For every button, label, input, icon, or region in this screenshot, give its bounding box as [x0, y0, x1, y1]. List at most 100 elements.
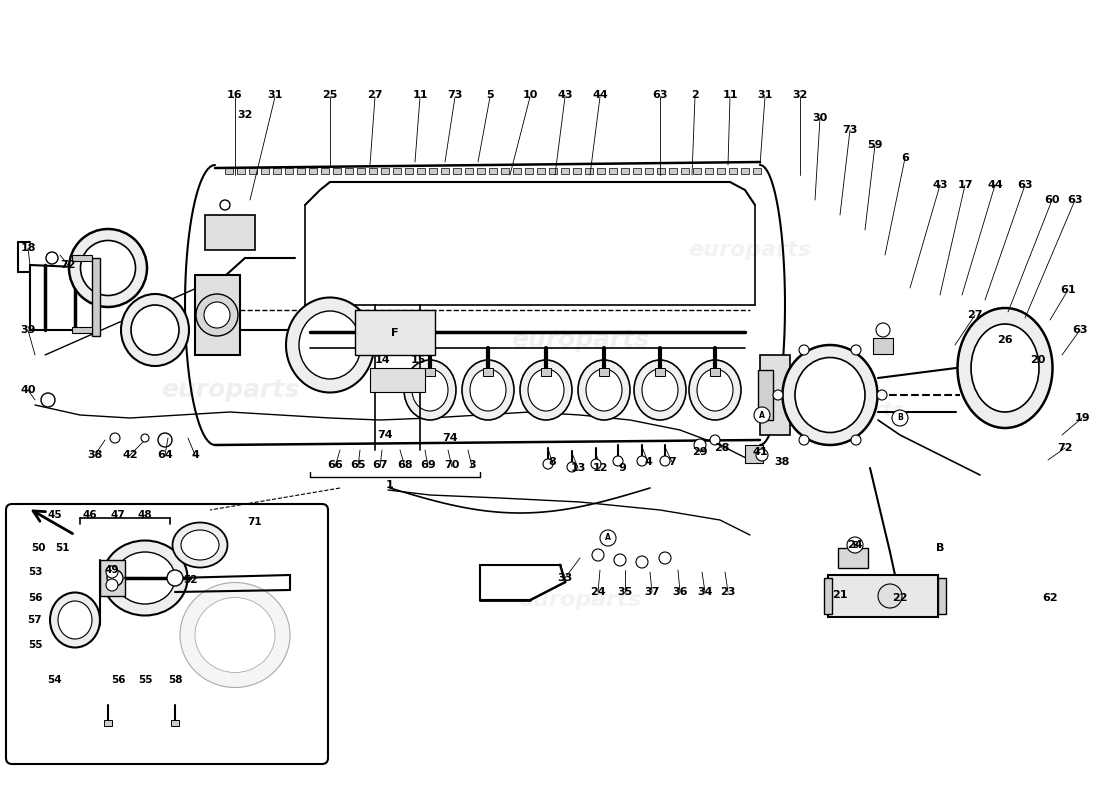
FancyBboxPatch shape [6, 504, 328, 764]
Circle shape [613, 456, 623, 466]
Bar [645, 168, 653, 174]
Text: B: B [852, 541, 858, 550]
Bar [600, 368, 609, 376]
Circle shape [799, 435, 808, 445]
Text: 50: 50 [31, 543, 45, 553]
Bar [345, 168, 353, 174]
Text: 46: 46 [82, 510, 97, 520]
Text: 54: 54 [47, 675, 63, 685]
Ellipse shape [957, 308, 1053, 428]
Circle shape [636, 556, 648, 568]
Bar [195, 275, 240, 355]
Bar [838, 548, 868, 568]
Bar [100, 560, 125, 596]
Text: 62: 62 [1042, 593, 1058, 603]
Circle shape [878, 584, 902, 608]
Bar [828, 575, 938, 617]
Circle shape [41, 393, 55, 407]
Bar [205, 215, 255, 250]
Bar [333, 168, 341, 174]
Ellipse shape [470, 369, 506, 411]
Circle shape [799, 345, 808, 355]
Text: B: B [898, 414, 903, 422]
Text: 44: 44 [592, 90, 608, 100]
Bar [669, 168, 676, 174]
Text: europarts: europarts [796, 401, 904, 419]
Circle shape [694, 439, 706, 451]
Bar [657, 168, 665, 174]
Text: 24: 24 [591, 587, 606, 597]
Bar [465, 168, 473, 174]
Ellipse shape [121, 294, 189, 366]
Text: 4: 4 [645, 457, 652, 467]
Bar [729, 168, 737, 174]
Bar [72, 255, 92, 261]
Circle shape [543, 459, 553, 469]
Circle shape [710, 435, 720, 445]
Text: 58: 58 [167, 675, 183, 685]
Bar [537, 168, 544, 174]
Ellipse shape [586, 369, 622, 411]
Bar [381, 168, 389, 174]
Text: A: A [605, 534, 610, 542]
Text: 29: 29 [692, 447, 707, 457]
Text: 68: 68 [397, 460, 412, 470]
Text: 72: 72 [60, 260, 76, 270]
Ellipse shape [412, 369, 448, 411]
Bar [417, 168, 425, 174]
Bar [321, 168, 329, 174]
Bar [368, 168, 377, 174]
Bar [393, 168, 402, 174]
Text: 48: 48 [138, 510, 152, 520]
Ellipse shape [299, 311, 361, 379]
Text: 56: 56 [28, 593, 42, 603]
Text: 28: 28 [714, 443, 729, 453]
Bar [226, 168, 233, 174]
Text: 71: 71 [248, 517, 262, 527]
Text: europarts: europarts [161, 378, 299, 402]
Ellipse shape [404, 360, 456, 420]
Circle shape [566, 462, 578, 472]
Text: europarts: europarts [510, 328, 649, 352]
Text: 72: 72 [1057, 443, 1072, 453]
Bar [824, 578, 832, 614]
Circle shape [141, 434, 149, 442]
Text: 47: 47 [111, 510, 125, 520]
Bar [72, 327, 92, 333]
Text: 40: 40 [20, 385, 35, 395]
Ellipse shape [528, 369, 564, 411]
Text: 64: 64 [157, 450, 173, 460]
Text: 59: 59 [867, 140, 882, 150]
Bar [92, 258, 100, 336]
Bar [236, 168, 245, 174]
Text: 13: 13 [570, 463, 585, 473]
Ellipse shape [689, 360, 741, 420]
Text: 23: 23 [720, 587, 736, 597]
Text: B: B [936, 543, 944, 553]
Text: 63: 63 [652, 90, 668, 100]
Text: europarts: europarts [689, 240, 812, 260]
Text: 24: 24 [847, 540, 862, 550]
Circle shape [46, 252, 58, 264]
Circle shape [106, 566, 118, 578]
Text: 69: 69 [420, 460, 436, 470]
Circle shape [851, 345, 861, 355]
Bar [513, 168, 521, 174]
Text: 67: 67 [372, 460, 388, 470]
Text: 74: 74 [442, 433, 458, 443]
Text: 43: 43 [558, 90, 573, 100]
Ellipse shape [286, 298, 374, 393]
Circle shape [106, 579, 118, 591]
Bar [453, 168, 461, 174]
Ellipse shape [80, 241, 135, 295]
Bar [525, 168, 533, 174]
Ellipse shape [204, 302, 230, 328]
Text: 31: 31 [267, 90, 283, 100]
Ellipse shape [173, 522, 228, 567]
Bar [938, 578, 946, 614]
Text: 16: 16 [228, 90, 243, 100]
Bar [261, 168, 270, 174]
Bar [477, 168, 485, 174]
Circle shape [614, 554, 626, 566]
Text: 73: 73 [448, 90, 463, 100]
